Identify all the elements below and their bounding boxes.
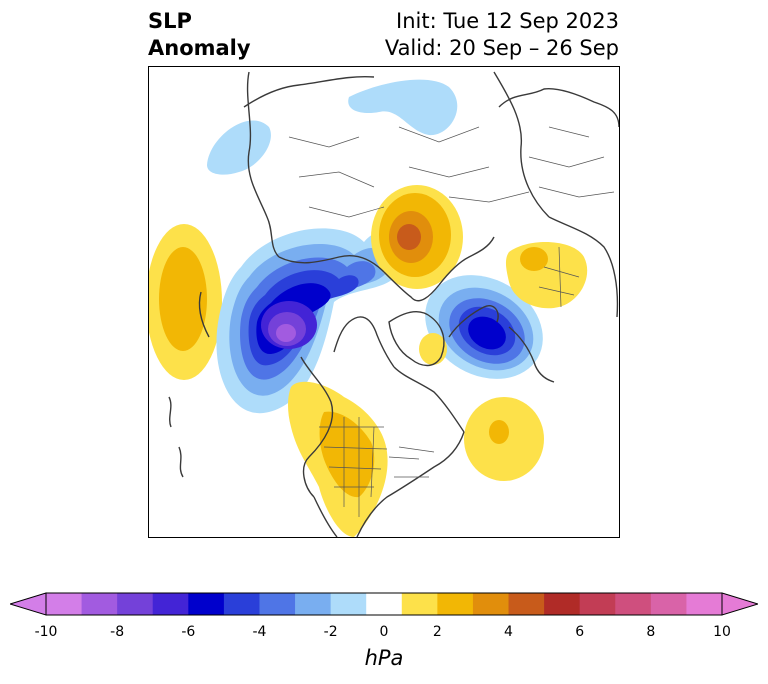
slp-anomaly-map [148,66,620,538]
bering-low-anomaly [207,120,271,175]
europe-high-core [520,247,548,271]
greenland-high-anomaly [419,333,447,365]
colorbar-segment [188,593,225,615]
colorbar-tick-label: -10 [34,624,58,640]
map-title: SLP Anomaly [148,8,251,62]
title-line-2: Anomaly [148,36,251,60]
colorbar-tick-label: -6 [181,624,196,640]
colorbar [10,592,758,616]
siberia-low-anomaly [348,79,458,136]
init-date: Init: Tue 12 Sep 2023 [396,9,619,33]
colorbar-segment [295,593,332,615]
colorbar-over-arrow [721,592,758,616]
colorbar-segment [330,593,367,615]
map-canvas [149,71,619,537]
colorbar-segment [686,593,723,615]
colorbar-tick-label: 0 [379,624,389,640]
political-borders [288,126,615,517]
colorbar-segment [472,593,510,615]
colorbar-frame [45,592,723,616]
colorbar-tick-label: 4 [504,624,513,640]
colorbar-tick-label: 2 [432,624,442,640]
colorbar-segment [508,593,545,615]
colorbar-segment [650,593,687,615]
colorbar-tick-label: 10 [713,624,731,640]
colorbar-tick-label: -8 [110,624,125,640]
title-line-1: SLP [148,9,192,33]
colorbar-segment [81,593,118,615]
north-america-high-anomaly [288,381,388,537]
colorbar-unit-label: hPa [364,646,404,670]
atlantic-high-anomaly [464,397,544,481]
colorbar-segment [366,593,403,615]
colorbar-tick-label: 8 [646,624,656,640]
colorbar-segment [437,593,474,615]
colorbar-segment [544,593,581,615]
forecast-dates: Init: Tue 12 Sep 2023 Valid: 20 Sep – 26… [385,8,619,62]
colorbar-segment [117,593,154,615]
colorbar-segment [579,593,616,615]
pacific-low-anomaly [216,228,405,414]
barents-low-anomaly [425,275,543,379]
colorbar-tick-label: -4 [252,624,267,640]
colorbar-segment [152,593,189,615]
colorbar-segment [46,593,83,615]
colorbar-segment [401,593,438,615]
coastlines [168,71,619,537]
kara-high-anomaly [371,185,463,289]
colorbar-tick-label: -2 [323,624,338,640]
colorbar-under-arrow [10,592,47,616]
colorbar-segment [259,593,296,615]
pacific-high-anomaly [149,224,222,380]
colorbar-segment [223,593,260,615]
colorbar-segment [615,593,652,615]
colorbar-tick-label: 6 [575,624,585,640]
valid-range: Valid: 20 Sep – 26 Sep [384,36,619,60]
